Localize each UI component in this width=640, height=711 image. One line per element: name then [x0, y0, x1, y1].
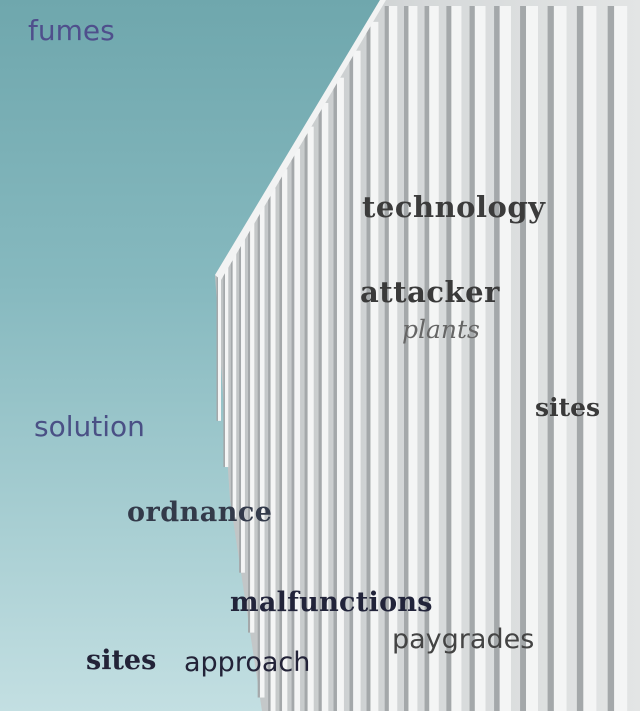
- fin-shadow: [291, 148, 295, 711]
- fin-shadow: [268, 188, 271, 711]
- fin: [408, 6, 418, 711]
- fin-shadow: [257, 206, 260, 698]
- vertical-fins: [216, 6, 628, 711]
- fin: [526, 6, 538, 711]
- word-attacker: attacker: [360, 275, 500, 309]
- fin: [232, 251, 237, 518]
- fin-shadow: [366, 21, 371, 711]
- fin-shadow: [469, 6, 475, 711]
- fin-shadow: [333, 77, 337, 711]
- fin: [270, 188, 276, 711]
- fin: [259, 206, 265, 698]
- fin: [225, 264, 229, 468]
- fin-shadow: [230, 251, 233, 518]
- fin: [370, 21, 379, 711]
- fin-shadow: [216, 276, 218, 421]
- fin: [353, 50, 361, 711]
- fin: [499, 6, 512, 711]
- fin-shadow: [404, 6, 409, 711]
- fin-shadow: [607, 6, 615, 711]
- word-ordnance: ordnance: [127, 497, 273, 528]
- fin: [474, 6, 486, 711]
- fin: [241, 237, 245, 573]
- fin-shadow: [494, 6, 500, 711]
- fin-shadow: [576, 6, 584, 711]
- fin: [553, 6, 567, 711]
- fin: [218, 276, 221, 421]
- roof-edge: [215, 0, 386, 280]
- fin: [451, 6, 462, 711]
- fin: [321, 102, 329, 711]
- fin: [429, 6, 439, 711]
- word-plants: plants: [402, 315, 480, 344]
- fin: [307, 126, 314, 711]
- word-paygrades: paygrades: [392, 624, 535, 655]
- fin: [388, 6, 398, 711]
- fin-shadow: [318, 102, 322, 711]
- fin-shadow: [547, 6, 554, 711]
- word-approach: approach: [184, 647, 311, 678]
- fin-shadow: [304, 126, 308, 711]
- fin: [583, 6, 597, 711]
- fin-shadow: [223, 264, 225, 468]
- fin: [250, 222, 255, 633]
- word-fumes: fumes: [28, 14, 115, 47]
- fin-shadow: [349, 50, 354, 711]
- word-sites-lower: sites: [86, 645, 157, 676]
- fin-shadow: [446, 6, 452, 711]
- word-sites-upper: sites: [535, 393, 601, 422]
- word-malfunctions: malfunctions: [230, 587, 433, 618]
- word-solution: solution: [34, 410, 145, 443]
- fin-shadow: [384, 6, 389, 711]
- fin-shadow: [248, 222, 251, 633]
- fin: [614, 6, 628, 711]
- word-technology: technology: [362, 190, 546, 224]
- fin: [282, 169, 288, 711]
- fin: [294, 148, 301, 711]
- fin-shadow: [239, 237, 242, 573]
- fin-shadow: [279, 169, 283, 711]
- fin: [336, 77, 344, 711]
- fin-shadow: [520, 6, 527, 711]
- fin-shadow: [424, 6, 430, 711]
